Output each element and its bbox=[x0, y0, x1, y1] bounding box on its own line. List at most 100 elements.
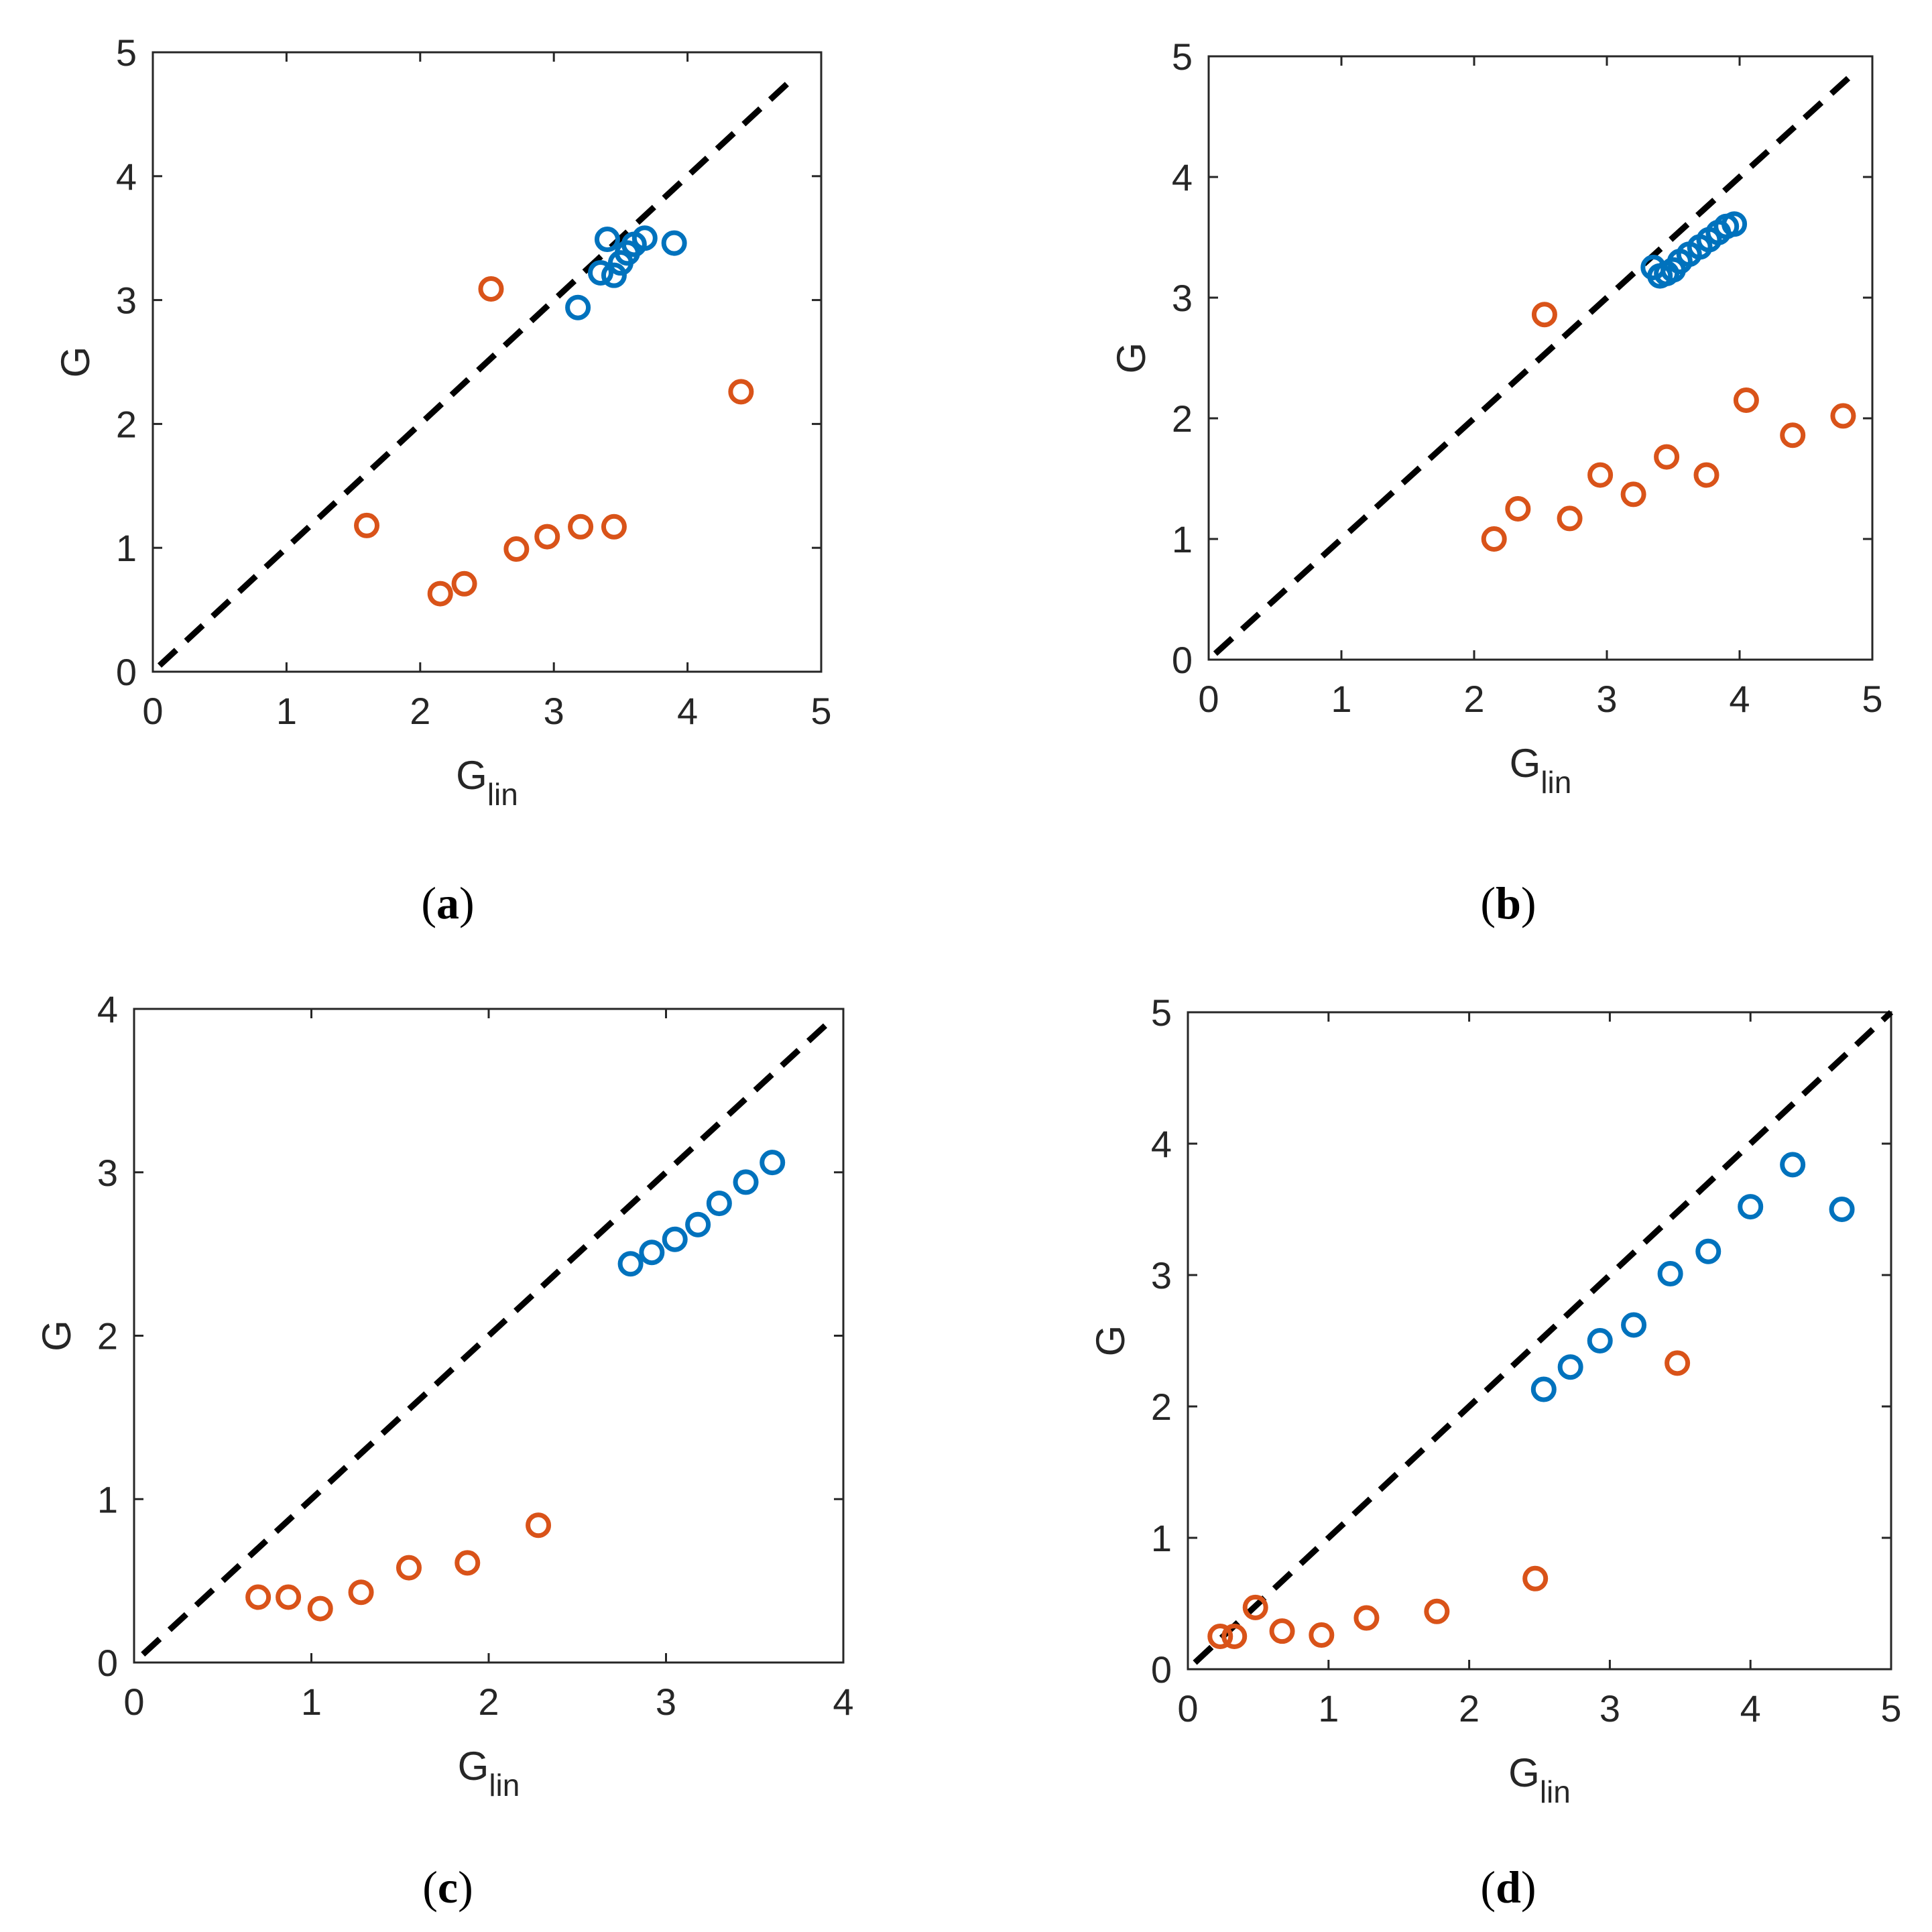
data-point-blue bbox=[631, 225, 658, 251]
y-tick-label: 1 bbox=[116, 527, 137, 569]
y-tick-label: 1 bbox=[97, 1478, 118, 1520]
data-point-blue bbox=[1530, 1376, 1557, 1402]
data-point-orange bbox=[451, 570, 477, 597]
x-tick-label: 4 bbox=[833, 1681, 853, 1723]
data-point-blue bbox=[1657, 1261, 1683, 1287]
x-tick-label: 4 bbox=[1729, 678, 1750, 720]
data-point-blue bbox=[1587, 1328, 1613, 1353]
data-point-blue bbox=[1557, 1354, 1583, 1380]
y-tick-label: 5 bbox=[1151, 991, 1172, 1034]
series-blue bbox=[617, 1150, 786, 1277]
data-point-orange bbox=[1522, 1565, 1549, 1591]
y-axis-label: G bbox=[1109, 343, 1154, 374]
data-point-orange bbox=[354, 512, 380, 538]
x-axis-label: Glin bbox=[1510, 741, 1572, 800]
data-point-blue bbox=[565, 294, 591, 320]
panel-label: (d) bbox=[1480, 1862, 1536, 1913]
y-tick-label: 4 bbox=[97, 988, 118, 1030]
y-axis-label: G bbox=[34, 1320, 79, 1351]
y-tick-label: 1 bbox=[1151, 1517, 1172, 1559]
x-tick-label: 1 bbox=[276, 690, 297, 732]
data-point-orange bbox=[1424, 1598, 1450, 1624]
x-tick-label: 5 bbox=[810, 690, 831, 732]
data-point-blue bbox=[1695, 1238, 1722, 1264]
data-point-blue bbox=[733, 1169, 759, 1195]
data-point-blue bbox=[662, 1226, 688, 1252]
panel-label: (c) bbox=[422, 1862, 473, 1913]
data-point-orange bbox=[601, 514, 627, 540]
x-tick-label: 4 bbox=[1740, 1687, 1761, 1730]
x-tick-label: 1 bbox=[1318, 1687, 1339, 1730]
reference-line bbox=[1193, 1010, 1894, 1665]
y-tick-label: 0 bbox=[97, 1642, 118, 1684]
panel-label: (b) bbox=[1480, 878, 1536, 928]
y-tick-label: 5 bbox=[1172, 36, 1193, 78]
data-point-orange bbox=[478, 276, 504, 302]
x-tick-label: 5 bbox=[1880, 1687, 1901, 1730]
data-point-orange bbox=[1654, 444, 1680, 470]
x-tick-label: 2 bbox=[478, 1681, 499, 1723]
data-point-orange bbox=[427, 581, 453, 607]
y-tick-label: 5 bbox=[116, 32, 137, 74]
x-tick-label: 3 bbox=[656, 1681, 676, 1723]
data-point-blue bbox=[1780, 1152, 1806, 1178]
data-point-blue bbox=[1621, 1312, 1647, 1338]
data-point-orange bbox=[1531, 302, 1557, 328]
data-point-blue bbox=[1722, 211, 1748, 237]
series-orange bbox=[354, 276, 754, 607]
data-point-orange bbox=[307, 1595, 333, 1622]
data-point-orange bbox=[1221, 1624, 1248, 1649]
y-tick-label: 0 bbox=[1151, 1648, 1172, 1691]
data-point-orange bbox=[276, 1584, 302, 1610]
x-tick-label: 3 bbox=[1599, 1687, 1620, 1730]
data-point-orange bbox=[1207, 1624, 1233, 1649]
x-tick-label: 3 bbox=[1596, 678, 1617, 720]
data-point-orange bbox=[1780, 422, 1806, 448]
data-point-blue bbox=[587, 259, 613, 286]
y-tick-label: 4 bbox=[1151, 1123, 1172, 1165]
chart-panel-b: 0 1 2 3 4 5 0 1 2 3 4 5 Glin G (b) bbox=[1109, 36, 1883, 928]
x-tick-label: 2 bbox=[1459, 1687, 1480, 1730]
x-tick-label: 5 bbox=[1862, 678, 1882, 720]
y-tick-label: 4 bbox=[116, 156, 137, 198]
series-orange bbox=[1207, 1350, 1691, 1649]
y-tick-label: 1 bbox=[1172, 518, 1193, 560]
data-point-blue bbox=[1829, 1197, 1855, 1222]
data-point-orange bbox=[348, 1579, 374, 1606]
series-blue bbox=[1530, 1152, 1855, 1402]
x-tick-label: 0 bbox=[1198, 678, 1219, 720]
x-axis-label: Glin bbox=[458, 1744, 520, 1803]
data-point-orange bbox=[534, 524, 560, 550]
y-tick-label: 4 bbox=[1172, 156, 1193, 198]
data-point-blue bbox=[760, 1150, 786, 1176]
reference-line bbox=[141, 1023, 828, 1657]
y-tick-label: 0 bbox=[116, 651, 137, 693]
data-point-blue bbox=[1738, 1194, 1764, 1220]
data-point-orange bbox=[1309, 1622, 1335, 1648]
chart-panel-a: 0 1 2 3 4 5 0 1 2 3 4 5 Glin G (a) bbox=[53, 32, 832, 928]
x-axis-label: Glin bbox=[456, 753, 518, 812]
x-tick-label: 2 bbox=[410, 690, 430, 732]
x-tick-label: 1 bbox=[301, 1681, 322, 1723]
x-tick-label: 0 bbox=[123, 1681, 144, 1723]
data-point-blue bbox=[661, 230, 687, 256]
data-point-orange bbox=[503, 536, 530, 562]
data-point-orange bbox=[1587, 462, 1614, 488]
x-tick-label: 1 bbox=[1331, 678, 1351, 720]
data-point-orange bbox=[728, 379, 754, 405]
y-tick-label: 2 bbox=[97, 1315, 118, 1357]
data-point-orange bbox=[526, 1512, 552, 1538]
y-tick-label: 2 bbox=[1172, 398, 1193, 440]
data-point-orange bbox=[455, 1550, 481, 1576]
y-tick-label: 2 bbox=[1151, 1386, 1172, 1428]
y-tick-label: 3 bbox=[1151, 1254, 1172, 1296]
data-point-blue bbox=[639, 1240, 665, 1266]
y-tick-label: 3 bbox=[97, 1152, 118, 1194]
data-point-orange bbox=[1830, 403, 1856, 429]
data-point-orange bbox=[568, 514, 594, 540]
y-tick-label: 3 bbox=[116, 280, 137, 322]
data-point-blue bbox=[594, 227, 620, 253]
y-tick-label: 3 bbox=[1172, 277, 1193, 319]
data-point-orange bbox=[1481, 526, 1507, 552]
